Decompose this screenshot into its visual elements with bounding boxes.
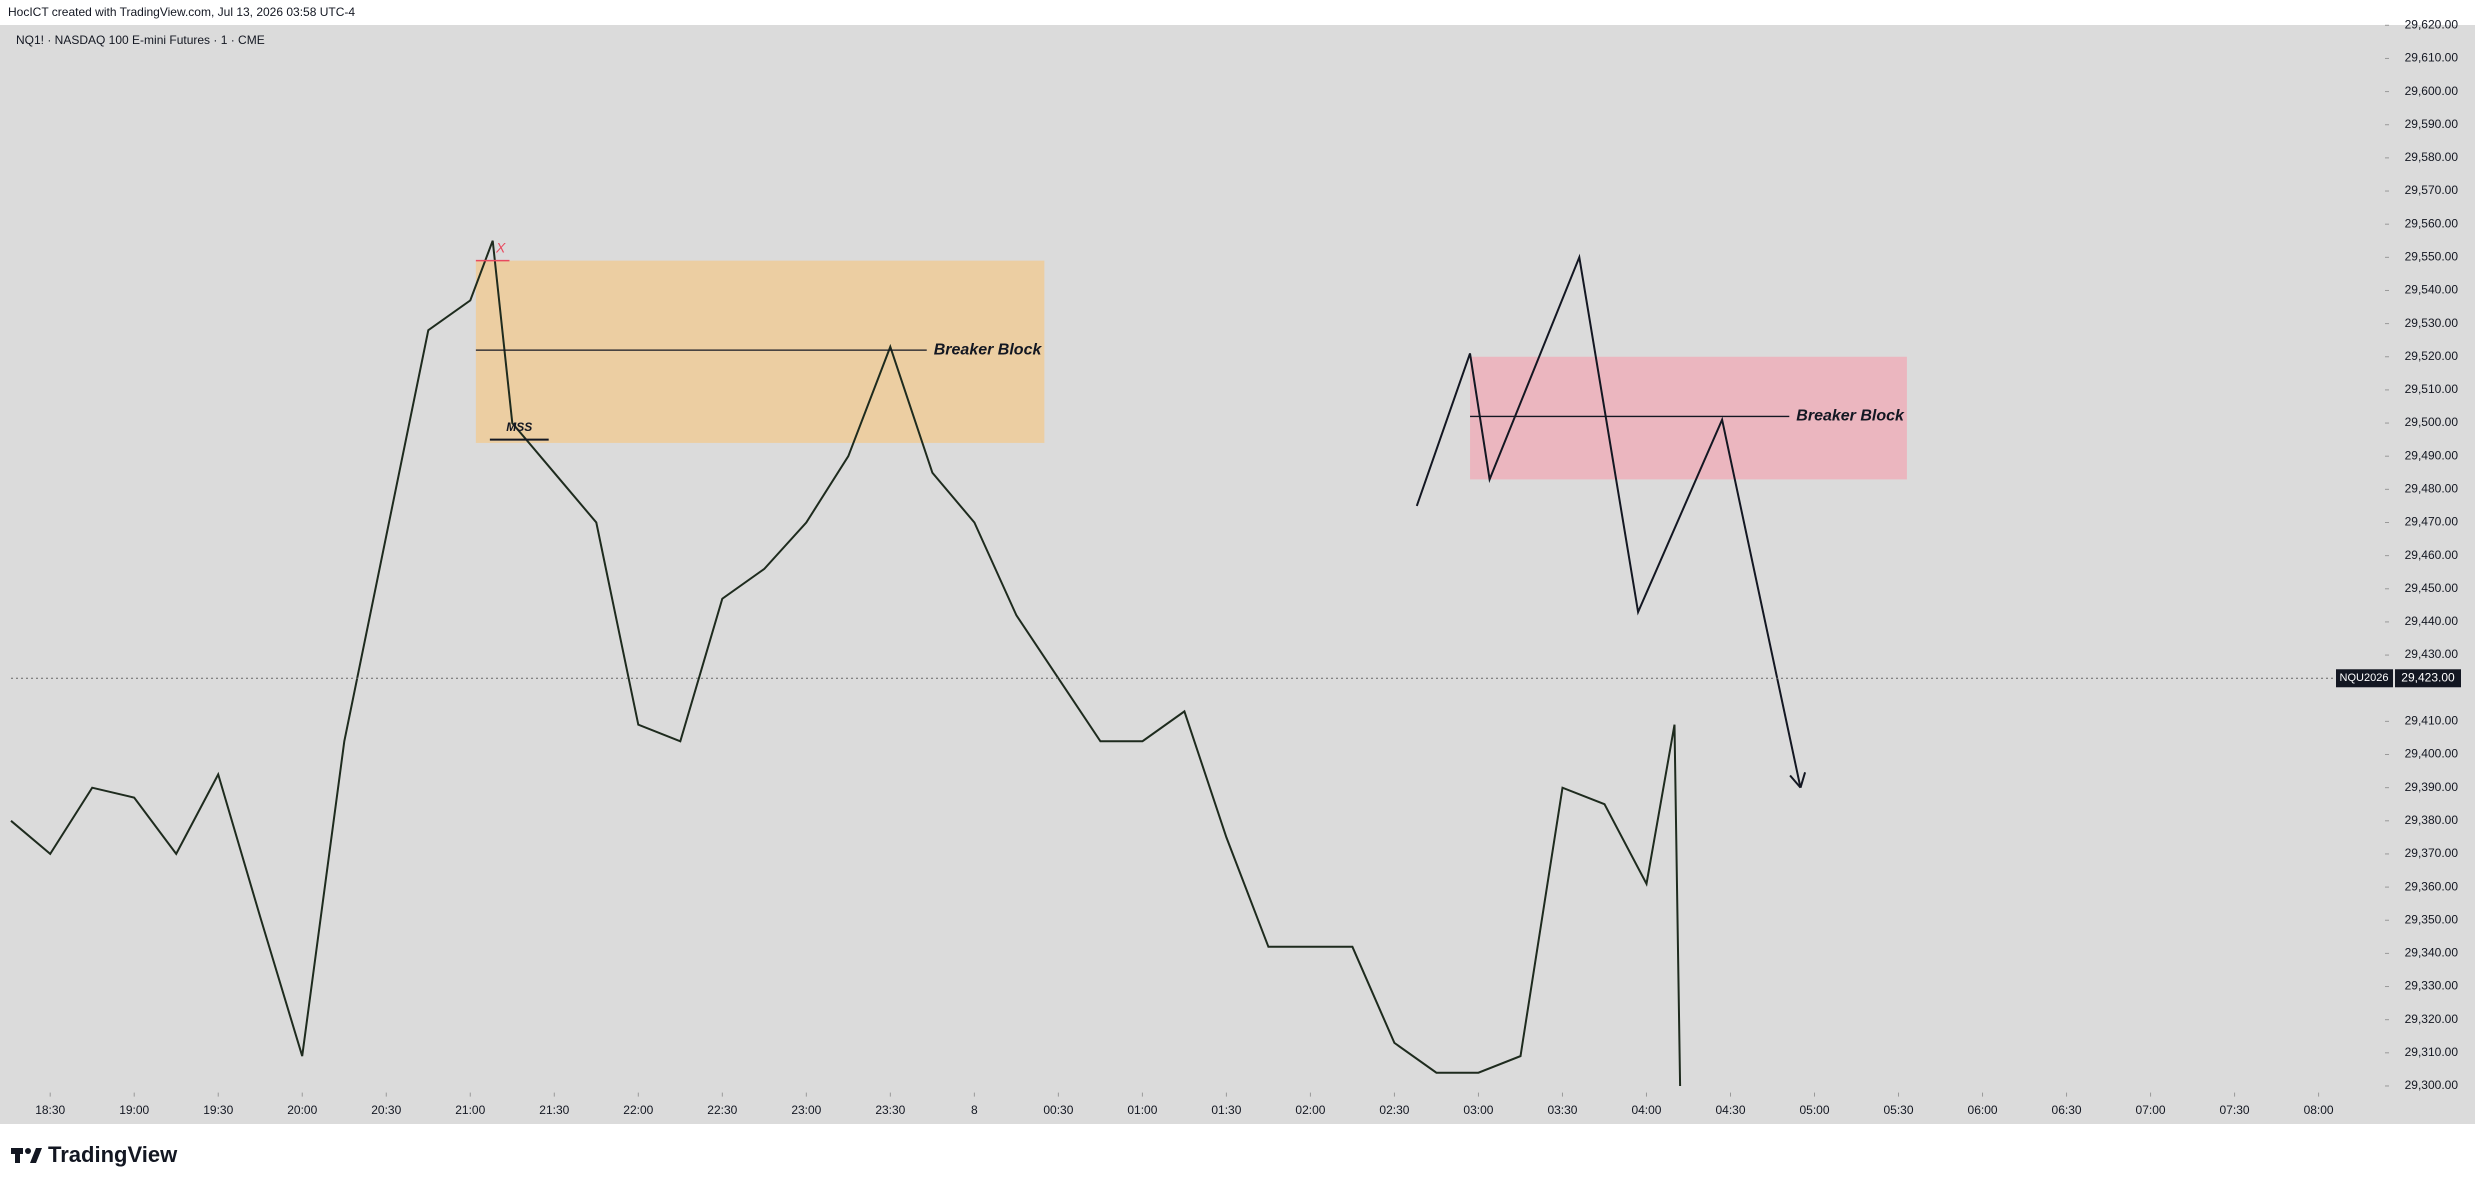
- y-tick-label: 29,530.00: [2405, 316, 2459, 330]
- sweep-label: X: [495, 239, 506, 255]
- y-tick-label: 29,430.00: [2405, 647, 2459, 661]
- breaker-zone: [475, 260, 1045, 443]
- x-tick-label: 23:00: [791, 1103, 821, 1117]
- y-tick-label: 29,450.00: [2405, 581, 2459, 595]
- x-tick-label: 06:00: [1968, 1103, 1998, 1117]
- y-tick-label: 29,500.00: [2405, 415, 2459, 429]
- x-tick-label: 05:00: [1799, 1103, 1829, 1117]
- x-tick-label: 18:30: [35, 1103, 65, 1117]
- x-tick-label: 07:00: [2136, 1103, 2166, 1117]
- y-tick-label: 29,300.00: [2405, 1078, 2459, 1092]
- breaker-label: Breaker Block: [934, 341, 1043, 358]
- y-tick-label: 29,400.00: [2405, 747, 2459, 761]
- x-tick-label: 8: [971, 1103, 978, 1117]
- y-tick-label: 29,610.00: [2405, 51, 2459, 65]
- price-tag-label: 29,423.00: [2401, 670, 2455, 684]
- x-tick-label: 19:30: [203, 1103, 233, 1117]
- x-tick-label: 02:00: [1295, 1103, 1325, 1117]
- x-tick-label: 20:00: [287, 1103, 317, 1117]
- x-tick-label: 04:30: [1715, 1103, 1745, 1117]
- x-tick-label: 02:30: [1379, 1103, 1409, 1117]
- x-tick-label: 19:00: [119, 1103, 149, 1117]
- x-tick-label: 22:00: [623, 1103, 653, 1117]
- y-tick-label: 29,620.00: [2405, 17, 2459, 31]
- y-tick-label: 29,470.00: [2405, 515, 2459, 529]
- breaker-zone: [1470, 356, 1907, 480]
- x-tick-label: 01:00: [1127, 1103, 1157, 1117]
- x-tick-label: 05:30: [1884, 1103, 1914, 1117]
- breaker-label: Breaker Block: [1796, 408, 1905, 425]
- x-tick-label: 22:30: [707, 1103, 737, 1117]
- x-tick-label: 23:30: [875, 1103, 905, 1117]
- brand-logo: [11, 1148, 42, 1163]
- x-tick-label: 06:30: [2052, 1103, 2082, 1117]
- brand: TradingView: [48, 1142, 178, 1167]
- x-tick-label: 04:00: [1631, 1103, 1661, 1117]
- y-tick-label: 29,440.00: [2405, 614, 2459, 628]
- y-tick-label: 29,580.00: [2405, 150, 2459, 164]
- mss-label: MSS: [506, 420, 532, 434]
- y-tick-label: 29,390.00: [2405, 780, 2459, 794]
- y-tick-label: 29,310.00: [2405, 1045, 2459, 1059]
- y-tick-label: 29,460.00: [2405, 548, 2459, 562]
- y-tick-label: 29,370.00: [2405, 846, 2459, 860]
- x-tick-label: 08:00: [2304, 1103, 2334, 1117]
- y-tick-label: 29,480.00: [2405, 482, 2459, 496]
- price-line: [10, 240, 1682, 1087]
- x-tick-label: 21:00: [455, 1103, 485, 1117]
- y-tick-label: 29,360.00: [2405, 879, 2459, 893]
- y-tick-label: 29,340.00: [2405, 946, 2459, 960]
- y-tick-label: 29,550.00: [2405, 249, 2459, 263]
- symbol-tag: [2336, 669, 2393, 688]
- y-tick-label: 29,490.00: [2405, 448, 2459, 462]
- y-tick-label: 29,520.00: [2405, 349, 2459, 363]
- projection-arrowhead: [1789, 774, 1802, 789]
- y-tick-label: 29,600.00: [2405, 84, 2459, 98]
- projection-path: [1415, 253, 1802, 788]
- y-tick-label: 29,350.00: [2405, 912, 2459, 926]
- symbol-tag-label: NQU2026: [2340, 672, 2389, 684]
- y-tick-label: 29,540.00: [2405, 283, 2459, 297]
- y-tick-label: 29,570.00: [2405, 183, 2459, 197]
- y-tick-label: 29,380.00: [2405, 813, 2459, 827]
- price-tag: [2395, 669, 2461, 688]
- x-tick-label: 03:00: [1463, 1103, 1493, 1117]
- x-tick-label: 01:30: [1211, 1103, 1241, 1117]
- x-tick-label: 07:30: [2220, 1103, 2250, 1117]
- chart-background: [0, 25, 2475, 1124]
- symbol-title: NQ1! · NASDAQ 100 E-mini Futures · 1 · C…: [16, 33, 265, 47]
- y-tick-label: 29,510.00: [2405, 382, 2459, 396]
- y-tick-label: 29,320.00: [2405, 1012, 2459, 1026]
- y-tick-label: 29,330.00: [2405, 979, 2459, 993]
- created-by: HocICT created with TradingView.com, Jul…: [8, 5, 355, 19]
- y-tick-label: 29,410.00: [2405, 714, 2459, 728]
- projection-arrowhead: [1799, 772, 1807, 788]
- x-tick-label: 21:30: [539, 1103, 569, 1117]
- x-tick-label: 20:30: [371, 1103, 401, 1117]
- y-tick-label: 29,560.00: [2405, 216, 2459, 230]
- x-tick-label: 00:30: [1043, 1103, 1073, 1117]
- y-tick-label: 29,590.00: [2405, 117, 2459, 131]
- x-tick-label: 03:30: [1547, 1103, 1577, 1117]
